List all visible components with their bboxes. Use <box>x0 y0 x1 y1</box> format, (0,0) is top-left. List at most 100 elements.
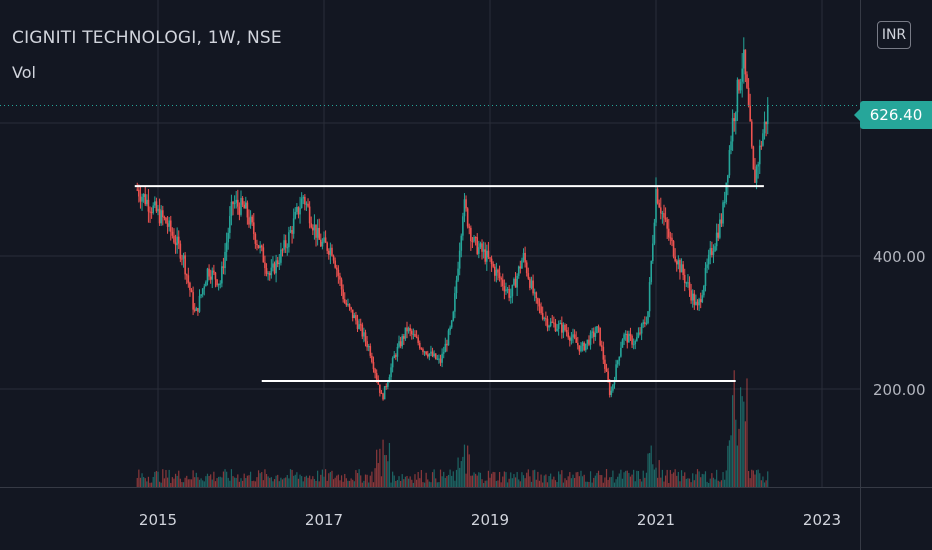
candle-body <box>707 254 710 265</box>
candle-body <box>564 324 566 331</box>
candle-body <box>244 202 247 209</box>
volume-bar <box>230 469 233 487</box>
volume-label: Vol <box>12 63 36 82</box>
candle-body <box>444 343 447 353</box>
candle-body <box>192 292 194 310</box>
candle-body <box>318 227 321 240</box>
volume-bar <box>232 476 234 487</box>
volume-bar <box>612 470 614 487</box>
volume-bar <box>392 471 394 487</box>
volume-bar <box>423 482 426 487</box>
volume-bar <box>155 470 158 487</box>
volume-bar <box>336 475 338 487</box>
volume-bar <box>746 378 748 487</box>
volume-bar <box>360 475 362 487</box>
candle-body <box>607 371 609 382</box>
volume-bar <box>540 474 542 487</box>
volume-bar <box>628 472 630 487</box>
candle-body <box>195 308 198 311</box>
volume-bar <box>415 479 418 487</box>
current-price-badge: 626.40 <box>854 101 932 129</box>
volume-bar <box>642 470 644 487</box>
candle-body <box>696 301 699 306</box>
volume-bar <box>344 473 346 487</box>
candle-body <box>549 321 552 326</box>
volume-bar <box>323 476 325 487</box>
candle-body <box>403 336 405 339</box>
candle-body <box>594 333 597 337</box>
y-tick-label: 200.00 <box>873 381 926 399</box>
volume-bar <box>460 461 462 487</box>
candle-body <box>227 232 230 243</box>
volume-bar <box>449 469 451 487</box>
candle-body <box>316 227 319 238</box>
volume-bar <box>672 472 675 487</box>
candle-body <box>337 269 340 276</box>
volume-bar <box>147 476 150 487</box>
volume-bar <box>198 479 201 487</box>
candle-body <box>766 105 769 125</box>
volume-bar <box>492 471 494 487</box>
volume-bar <box>320 474 322 487</box>
volume-bar <box>743 401 745 487</box>
candle-body <box>567 332 570 338</box>
candle-body <box>514 278 517 288</box>
candle-body <box>304 196 306 205</box>
volume-bar <box>581 476 584 487</box>
volume-bar <box>269 477 271 487</box>
candle-body <box>754 169 756 183</box>
candle-body <box>578 345 581 352</box>
volume-bar <box>393 475 395 487</box>
volume-bar <box>190 479 193 487</box>
candle-body <box>733 118 736 122</box>
volume-bar <box>218 476 220 487</box>
candle-body <box>695 301 697 305</box>
candle-body <box>471 241 474 243</box>
candle-body <box>538 303 541 307</box>
candle-body <box>674 256 676 262</box>
candle-body <box>141 197 143 202</box>
volume-bar <box>187 479 189 487</box>
volume-bar <box>174 473 177 487</box>
candle-body <box>592 331 595 337</box>
volume-bar <box>352 479 354 487</box>
volume-bar <box>649 452 651 487</box>
volume-bar <box>564 478 566 487</box>
candle-body <box>652 243 654 262</box>
candle-body <box>281 249 284 251</box>
candle-body <box>439 358 442 363</box>
volume-bar <box>534 469 536 487</box>
candle-body <box>618 356 621 361</box>
volume-bar <box>599 474 601 487</box>
volume-bar <box>463 444 466 487</box>
volume-bar <box>473 472 475 487</box>
volume-bar <box>431 472 434 487</box>
volume-bar <box>243 473 245 487</box>
volume-bar <box>503 471 505 487</box>
volume-bar <box>331 470 333 487</box>
volume-bar <box>237 474 239 487</box>
volume-bar <box>677 472 679 487</box>
volume-bar <box>278 481 280 487</box>
candle-body <box>557 323 560 329</box>
candle-body <box>320 239 322 247</box>
volume-bar <box>559 474 561 487</box>
volume-bar <box>475 473 477 487</box>
candle-body <box>616 360 619 365</box>
volume-bar <box>760 480 762 487</box>
volume-bar <box>417 471 419 487</box>
volume-bar <box>253 480 255 487</box>
candle-body <box>372 362 375 370</box>
candle-body <box>749 105 751 122</box>
currency-button[interactable]: INR <box>877 21 911 49</box>
volume-bar <box>197 477 199 487</box>
volume-bar <box>321 469 324 487</box>
volume-bar <box>700 477 702 487</box>
volume-bar <box>430 482 432 487</box>
candle-body <box>174 242 177 246</box>
volume-bar <box>200 478 202 487</box>
volume-bar <box>226 471 228 487</box>
volume-bar <box>521 472 523 487</box>
